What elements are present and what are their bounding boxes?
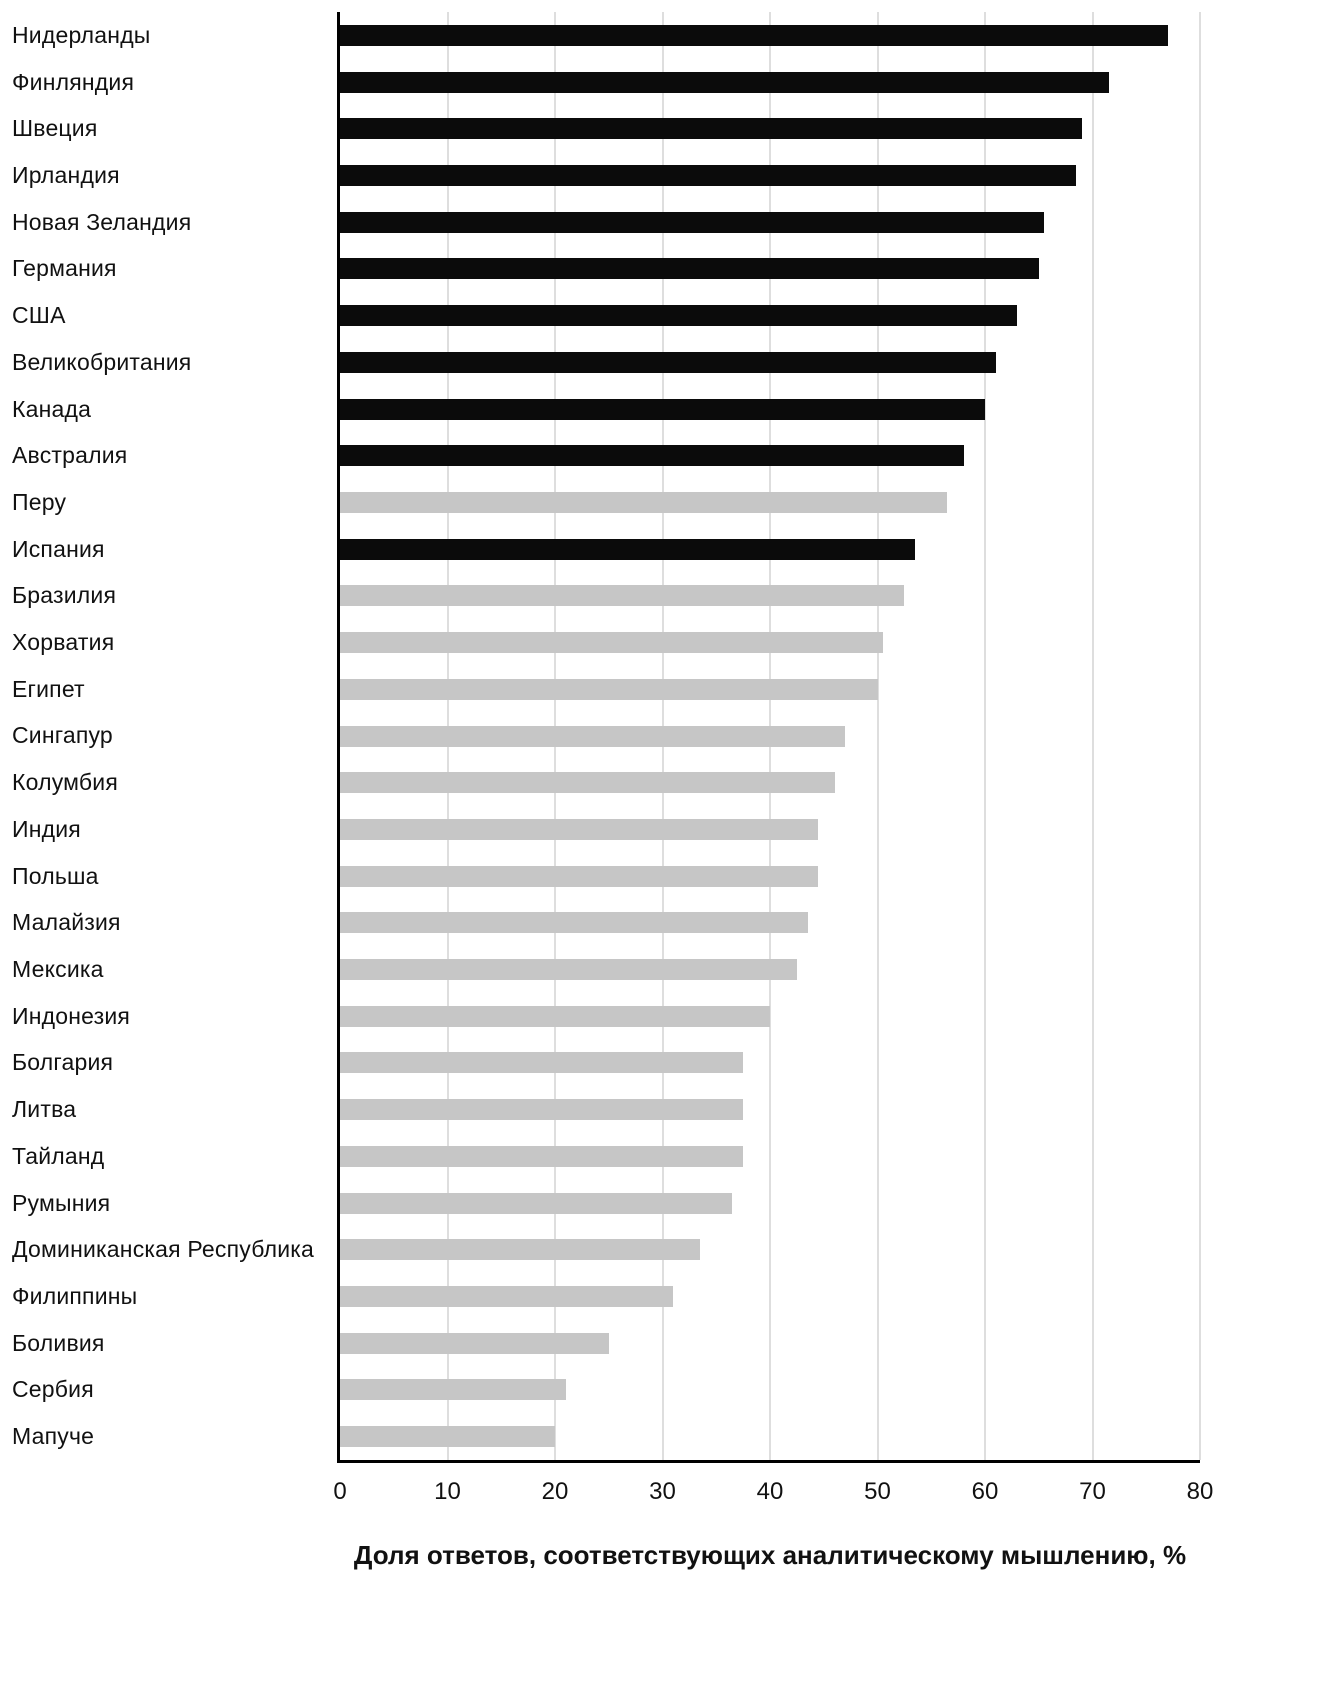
category-label: Мапуче	[12, 1423, 95, 1450]
category-label: Ирландия	[12, 161, 120, 188]
category-label: Испания	[12, 535, 105, 562]
bar	[340, 491, 948, 513]
category-label: Малайзия	[12, 909, 121, 936]
category-label: Литва	[12, 1096, 77, 1123]
bar	[340, 1379, 566, 1401]
category-label: Великобритания	[12, 348, 192, 375]
x-tick-label: 30	[649, 1478, 676, 1505]
category-label: Тайланд	[12, 1142, 105, 1169]
bar	[340, 1286, 674, 1308]
category-label: Румыния	[12, 1189, 111, 1216]
category-label: Германия	[12, 255, 117, 282]
bar	[340, 1239, 701, 1261]
category-label: Финляндия	[12, 68, 135, 95]
category-label: США	[12, 302, 66, 329]
category-label: Боливия	[12, 1329, 105, 1356]
category-label: Доминиканская Республика	[12, 1236, 315, 1263]
bar	[340, 1005, 770, 1027]
x-axis-title: Доля ответов, соответствующих аналитичес…	[353, 1540, 1187, 1570]
bar	[340, 211, 1045, 233]
category-label: Швеция	[12, 115, 98, 142]
bar	[340, 118, 1082, 140]
bar	[340, 538, 916, 560]
category-label: Колумбия	[12, 769, 118, 796]
bar	[340, 865, 819, 887]
bar	[340, 725, 846, 747]
category-label: Бразилия	[12, 582, 117, 609]
bar	[340, 632, 883, 654]
bar	[340, 959, 797, 981]
category-label: Перу	[12, 488, 67, 515]
bar	[340, 1145, 744, 1167]
category-label: Египет	[12, 675, 85, 702]
x-tick-label: 50	[864, 1478, 891, 1505]
category-label: Хорватия	[12, 629, 115, 656]
bar	[340, 71, 1109, 93]
bar	[340, 585, 905, 607]
category-labels: Нидерланды Финляндия Швеция Ирландия Новая З…	[12, 12, 334, 1460]
bar	[340, 1426, 555, 1448]
bar	[340, 772, 835, 794]
gridline	[984, 12, 986, 1460]
bar	[340, 24, 1168, 46]
category-label: Польша	[12, 862, 99, 889]
x-tick-label: 70	[1079, 1478, 1106, 1505]
x-tick-label: 40	[756, 1478, 784, 1505]
category-label: Филиппины	[12, 1283, 138, 1309]
gridline	[876, 12, 879, 1460]
bar	[340, 164, 1077, 186]
bar	[340, 1192, 733, 1214]
category-label: Индия	[12, 815, 81, 842]
category-label: Австралия	[12, 442, 128, 469]
bar	[340, 1099, 744, 1121]
bar	[340, 912, 808, 934]
bar	[340, 258, 1039, 280]
x-tick-label: 80	[1186, 1478, 1214, 1505]
x-tick-label: 60	[971, 1478, 999, 1505]
category-label: Мексика	[12, 956, 104, 983]
gridline	[1091, 12, 1094, 1460]
category-label: Канада	[12, 395, 92, 422]
x-axis: 0 10 20 30 40 50 60 70 80	[0, 1478, 1329, 1512]
category-label: Сербия	[12, 1376, 94, 1403]
category-label: Нидерланды	[12, 21, 151, 48]
category-label: Болгария	[12, 1049, 114, 1076]
bar	[340, 818, 819, 840]
category-label: Сингапур	[12, 722, 113, 749]
x-tick-label: 20	[541, 1478, 569, 1505]
category-label: Индонезия	[12, 1002, 131, 1029]
bar	[340, 398, 985, 420]
x-tick-label: 0	[333, 1478, 347, 1505]
bar	[340, 1332, 609, 1354]
bar	[340, 351, 996, 373]
bar	[340, 678, 878, 700]
bar	[340, 445, 964, 467]
bar	[340, 305, 1018, 327]
gridline	[1199, 12, 1201, 1460]
x-tick-label: 10	[434, 1478, 461, 1505]
bar	[340, 1052, 744, 1074]
category-label: Новая Зеландия	[12, 208, 192, 235]
plot-area	[337, 12, 1201, 1463]
